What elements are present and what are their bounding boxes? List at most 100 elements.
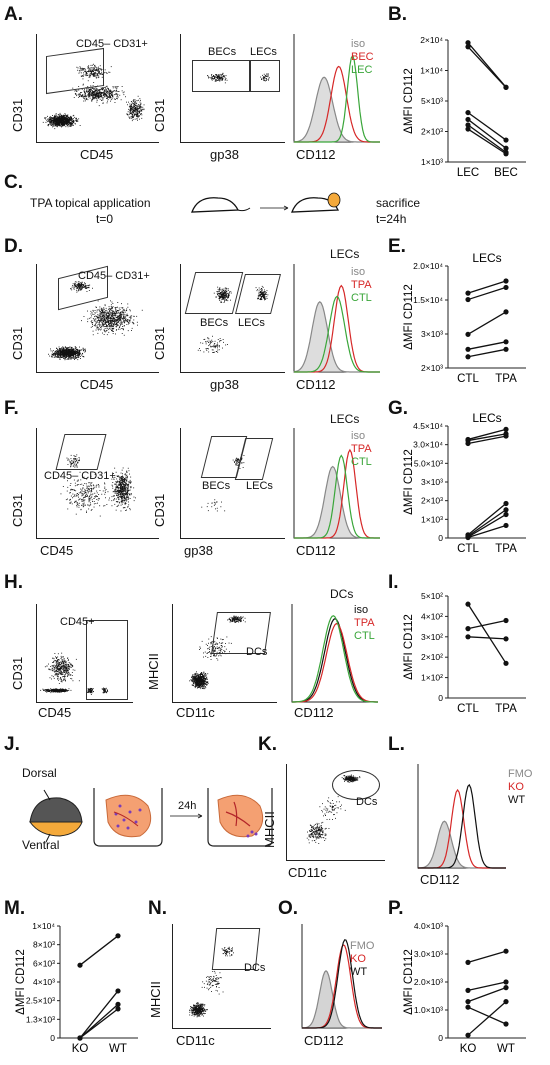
- xlabel-cd45-a1: CD45: [80, 147, 114, 162]
- histogram-d: [293, 264, 380, 373]
- series-line: [467, 311, 507, 335]
- ytick-label: 0: [438, 693, 443, 703]
- xlabel-cd11c-k: CD11c: [288, 865, 327, 880]
- data-point: [465, 40, 471, 46]
- panel-label-m: M.: [4, 898, 26, 919]
- ytick-label: 0: [438, 533, 443, 543]
- series-line: [467, 503, 507, 536]
- ytick-label: 1×10³: [421, 514, 443, 524]
- chart-m: 1×10⁴ 8×10³ 6×10³ 4×10³ 2.5×10³ 1.3×10³ 0 KO WT Δ…: [15, 921, 138, 1055]
- data-point: [503, 985, 509, 991]
- data-point: [115, 1001, 121, 1007]
- ylabel-cd31-a1: CD31: [10, 98, 25, 132]
- xlabel-cd112-l: CD112: [420, 872, 460, 887]
- panel-label-j: J.: [4, 734, 20, 755]
- ylabel: ΔMFI CD112: [403, 614, 415, 680]
- ytick-label: 2.0×10⁴: [413, 261, 443, 271]
- panel-c-right-line2: t=24h: [376, 212, 407, 226]
- series-line: [467, 128, 507, 155]
- data-point: [465, 987, 471, 993]
- ear-topical-icon: [327, 192, 341, 208]
- legend-fmo-o: FMO: [350, 940, 375, 952]
- data-point: [465, 634, 471, 640]
- dotplot-a1: [36, 34, 159, 143]
- chart-e: 2.0×10⁴ 1.5×10⁴ 3×10³ 2×10³ CTL TPA ΔMFI CD112…: [403, 251, 526, 385]
- ytick-label: 1.3×10³: [26, 1014, 55, 1024]
- data-point: [503, 500, 509, 507]
- gate-label-becs-a: BECs: [208, 46, 237, 58]
- ylabel-cd31-h1: CD31: [10, 656, 25, 690]
- data-point: [503, 137, 509, 143]
- xlabel-cd11c-n: CD11c: [176, 1033, 215, 1048]
- panel-label-b: B.: [388, 4, 407, 25]
- ytick-label: 6×10³: [33, 958, 55, 968]
- data-point: [503, 339, 509, 345]
- xtick-label: CTL: [457, 543, 479, 555]
- legend-tpa-h: TPA: [354, 617, 375, 629]
- ytick-label: 3×10³: [421, 329, 443, 339]
- series-line: [467, 348, 507, 358]
- ytick-label: 2×10³: [421, 363, 443, 373]
- panel-label-n: N.: [148, 898, 167, 919]
- data-point: [115, 933, 121, 939]
- data-point: [503, 522, 509, 529]
- series-line: [467, 435, 507, 445]
- data-point: [465, 126, 471, 132]
- data-point: [503, 84, 509, 91]
- ylabel: ΔMFI CD112: [403, 284, 415, 350]
- data-point: [503, 979, 509, 985]
- data-point: [465, 959, 471, 965]
- ytick-label: 2×10⁴: [420, 35, 443, 45]
- data-point: [465, 999, 471, 1005]
- ytick-label: 1×10³: [421, 157, 443, 167]
- series-line: [467, 603, 507, 664]
- data-point: [465, 290, 471, 296]
- xtick-label: CTL: [457, 373, 479, 385]
- panel-c-mice: [191, 192, 341, 213]
- panel-j-time: 24h: [178, 800, 197, 812]
- data-point: [503, 284, 509, 291]
- panel-j-dorsal: Dorsal: [22, 766, 57, 780]
- legend-bec-a: BEC: [351, 51, 374, 63]
- panel-label-o: O.: [278, 898, 299, 919]
- dotplot-d2: [180, 264, 285, 373]
- axis-lines: [447, 596, 526, 699]
- panel-c-right-line1: sacrifice: [376, 196, 421, 210]
- ear-split-icon: [29, 797, 83, 823]
- xtick-label: KO: [72, 1043, 89, 1055]
- data-point: [465, 1004, 471, 1010]
- dotplot-f2: [180, 428, 285, 539]
- gate-label-lecs-a: LECs: [250, 46, 277, 58]
- axis-lines: [447, 426, 526, 539]
- data-point: [465, 601, 471, 607]
- series-line: [467, 950, 507, 964]
- histogram-f: [293, 428, 380, 539]
- legend-wt-o: WT: [350, 966, 368, 978]
- legend-ko-o: KO: [350, 953, 366, 965]
- ytick-label: 8×10³: [33, 940, 55, 950]
- dotplot-a2: [180, 34, 285, 143]
- series-line: [467, 981, 507, 992]
- xlabel-cd45-d1: CD45: [80, 377, 114, 392]
- panel-label-i: I.: [388, 572, 399, 593]
- dotplot-f1: [36, 428, 159, 539]
- dish-icon-1: [93, 788, 163, 847]
- ytick-label: 2.5×10³: [26, 996, 55, 1006]
- xtick-label: TPA: [495, 373, 517, 385]
- xlabel-cd112-a: CD112: [296, 147, 336, 162]
- xlabel-cd112-o: CD112: [304, 1033, 344, 1048]
- gate-label-dcs-k: DCs: [356, 796, 378, 808]
- panel-label-h: H.: [4, 572, 23, 593]
- data-point: [465, 296, 471, 303]
- series-line: [467, 1001, 507, 1036]
- dish-icon-2: [207, 788, 273, 847]
- gate-cd45neg-cd31pos-f: [55, 434, 107, 470]
- panel-label-c: C.: [4, 172, 23, 193]
- gate-label-h: CD45+: [60, 616, 95, 628]
- data-point: [465, 109, 471, 116]
- legend-tpa-f: TPA: [351, 443, 372, 455]
- data-point: [465, 116, 471, 123]
- gate-becs-a: [192, 60, 250, 92]
- gate-cd45pos-h: [86, 620, 128, 700]
- panel-label-e: E.: [388, 236, 406, 257]
